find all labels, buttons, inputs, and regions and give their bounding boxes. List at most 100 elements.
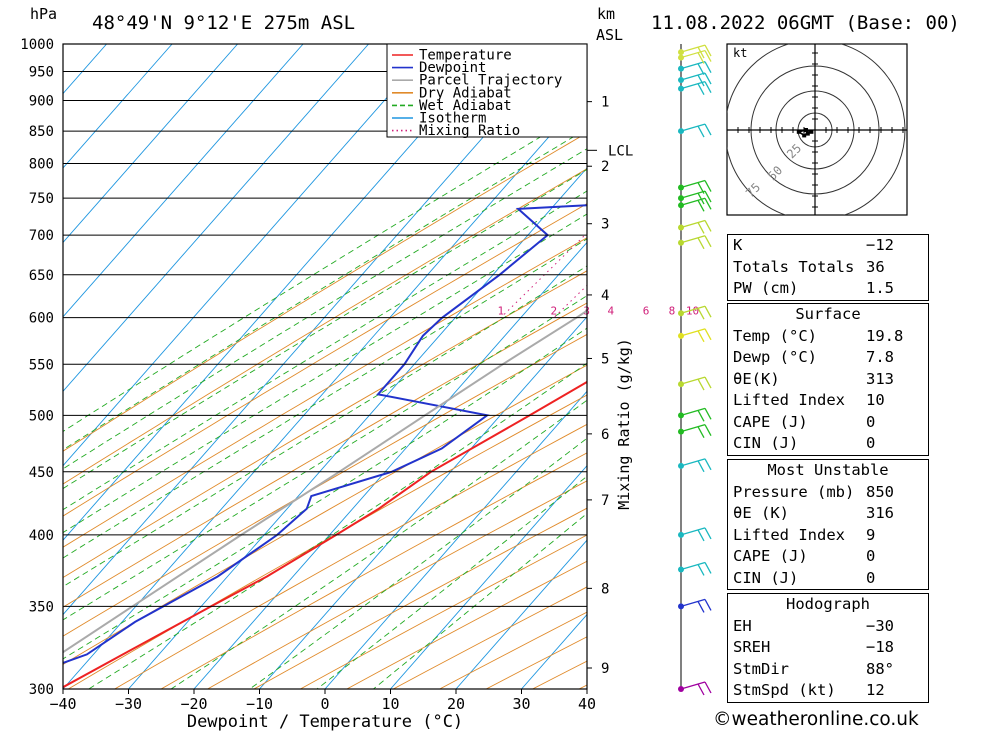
table-row: Totals Totals 36 [728,257,928,279]
pressure-label: 300 [29,682,54,698]
wind-barb [678,328,712,343]
wind-barb [678,598,712,613]
isotherm [128,167,587,689]
dry-adiabat [207,480,587,689]
table-row: StmDir 88° [728,659,928,681]
row-value: 1.5 [866,279,894,297]
legend-label: Mixing Ratio [419,123,520,139]
row-label: EH [733,616,752,635]
row-value: 9 [866,525,876,544]
legend-label: Temperature [419,48,512,64]
wind-barb [678,407,712,422]
row-value: −30 [866,616,894,635]
x-tick-label: 0 [320,695,329,713]
location-title: 48°49'N 9°12'E 275m ASL [92,12,356,34]
pressure-label: 800 [29,157,54,173]
km-tick-label: 9 [601,661,609,677]
row-label: θE (K) [733,504,789,522]
table-title: Most Unstable [767,461,889,479]
dry-adiabat [63,333,587,637]
pressure-label: 750 [29,191,54,207]
row-value: 36 [866,257,885,276]
pressure-label: 550 [29,357,54,373]
row-label: CAPE (J) [733,547,808,565]
isotherm [259,316,587,689]
temperature-line [63,380,587,689]
x-axis-label: Dewpoint / Temperature (°C) [187,712,463,732]
wet-adiabat [63,327,587,660]
mixing-ratio-label: 6 [643,305,650,318]
isotherm [63,44,238,244]
wind-barb [678,235,712,250]
wind-barb [678,44,712,59]
mixing-ratio-label: 4 [607,305,614,318]
wind-barb [678,123,712,138]
pressure-label: 650 [29,268,54,284]
isotherm [390,465,587,689]
table-row: CIN (J) 0 [728,433,928,455]
x-tick-label: −30 [115,695,142,713]
table-row: EH −30 [728,616,928,638]
wind-barb [678,681,712,696]
mixing-ratio-label: 8 [669,305,676,318]
table-row: CIN (J) 0 [728,568,928,590]
row-label: StmDir [733,659,789,678]
table-row: Pressure (mb) 850 [728,482,928,504]
row-label: SREH [733,638,771,656]
row-value: 88° [866,659,894,678]
row-value: 313 [866,369,894,388]
wind-barb [678,219,712,234]
km-tick-label: 7 [601,493,609,509]
pressure-label: 700 [29,228,54,244]
x-tick-label: 10 [381,695,399,713]
isotherm [455,539,587,689]
table-row: K −12 [728,235,928,257]
row-label: K [733,236,743,254]
dry-adiabat [253,507,587,689]
index-table: Hodograph EH −30 SREH −18 StmDir 88° StmSpd (kt… [727,593,929,703]
pressure-label: 900 [29,93,54,109]
km-unit: km [597,5,616,23]
x-tick-label: −20 [180,695,207,713]
row-value: 0 [866,412,876,431]
row-label: CAPE (J) [733,412,808,431]
asl-unit: ASL [596,26,624,44]
legend-label: Dry Adiabat [419,85,512,101]
isotherm [63,44,500,541]
pressure-unit: hPa [30,5,58,23]
wind-barb [678,61,712,75]
x-tick-label: 30 [512,695,530,713]
row-value: 19.8 [866,326,904,345]
row-label: Lifted Index [733,525,845,544]
km-tick-label: 2 [601,159,609,175]
dry-adiabat [114,423,587,689]
x-tick-label: −10 [246,695,273,713]
wind-barb [678,527,712,542]
legend-box [386,43,588,138]
isotherm [63,44,304,318]
datetime-title: 11.08.2022 06GMT (Base: 00) [651,12,960,34]
row-label: Lifted Index [733,391,845,409]
wind-barb [678,376,712,391]
row-label: Totals Totals [733,257,855,276]
pressure-label: 1000 [20,37,54,53]
credit-text: ©weatheronline.co.uk [713,709,919,730]
wind-barb [678,81,712,95]
row-label: Dewp (°C) [733,348,817,366]
table-row: CAPE (J) 0 [728,546,928,568]
table-row: SREH −18 [728,637,928,659]
row-label: Pressure (mb) [733,482,855,501]
table-title: Hodograph [786,595,870,613]
row-value: 7.8 [866,348,894,366]
x-tick-label: −40 [49,695,76,713]
isotherm [63,44,173,169]
hodograph-unit: kt [733,46,747,60]
row-label: PW (cm) [733,279,799,297]
row-value: −18 [866,638,894,656]
lcl-label: LCL [608,143,633,159]
wind-barb [678,72,712,87]
row-value: 316 [866,504,894,522]
hodograph-point [796,129,801,134]
